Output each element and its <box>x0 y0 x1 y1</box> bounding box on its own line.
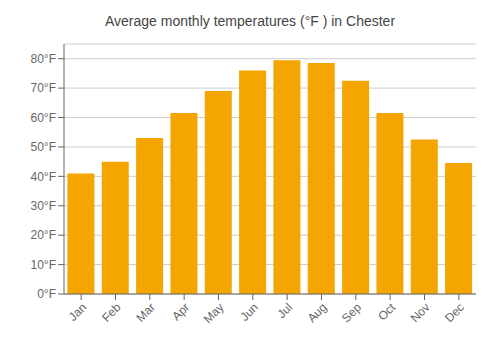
svg-text:60°F: 60°F <box>31 111 56 125</box>
svg-text:Jan: Jan <box>66 300 90 324</box>
svg-text:Apr: Apr <box>169 300 192 323</box>
svg-text:80°F: 80°F <box>31 52 56 66</box>
svg-text:0°F: 0°F <box>37 287 56 301</box>
svg-text:May: May <box>201 300 227 326</box>
svg-text:30°F: 30°F <box>31 199 56 213</box>
svg-text:Aug: Aug <box>305 300 330 325</box>
svg-text:Feb: Feb <box>99 300 124 325</box>
svg-text:Oct: Oct <box>375 300 399 324</box>
svg-text:40°F: 40°F <box>31 170 56 184</box>
svg-text:10°F: 10°F <box>31 258 56 272</box>
svg-text:Dec: Dec <box>442 300 467 325</box>
svg-text:20°F: 20°F <box>31 228 56 242</box>
svg-text:70°F: 70°F <box>31 81 56 95</box>
svg-text:Nov: Nov <box>408 300 433 325</box>
svg-text:50°F: 50°F <box>31 140 56 154</box>
svg-text:Jun: Jun <box>237 300 261 324</box>
svg-text:Jul: Jul <box>275 300 296 321</box>
html-text:Average monthly temperatures (: Average monthly temperatures (°F ) in Ch… <box>104 13 396 29</box>
svg-text:Sep: Sep <box>339 300 364 325</box>
svg-text:Mar: Mar <box>133 300 158 325</box>
